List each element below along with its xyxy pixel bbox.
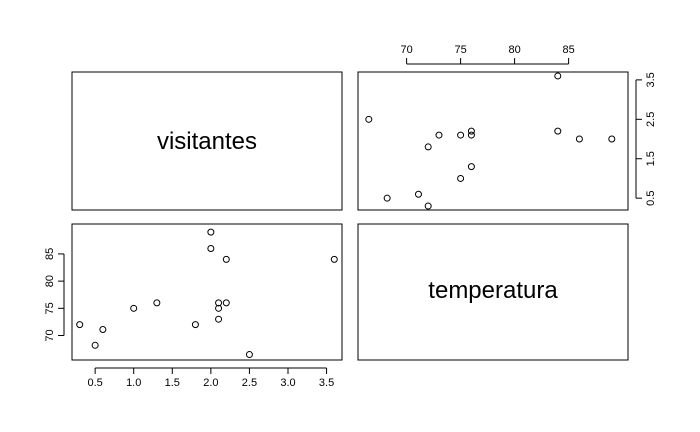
panel-temperatura-vs-visitantes: [357, 71, 629, 211]
data-point: [222, 299, 230, 307]
data-point: [467, 131, 475, 139]
panel-diagonal-temperatura: [357, 223, 629, 361]
diag-label-visitantes: visitantes: [157, 128, 257, 155]
x-tick-label: 2.0: [203, 377, 218, 389]
data-point: [207, 244, 215, 252]
y-tick-label: 1.5: [645, 151, 657, 166]
data-point: [91, 341, 99, 349]
data-point: [215, 299, 223, 307]
generated-marks: 70 75 80 85 0.5 1.5 2.5 3.5 0.5 1.0 1.5 2.0 2.5 3.0 3.…: [44, 44, 657, 389]
data-point: [575, 135, 583, 143]
y-tick-label: 75: [44, 302, 56, 314]
data-point: [153, 299, 161, 307]
data-point: [215, 304, 223, 312]
data-point: [435, 131, 443, 139]
x-tick-label: 0.5: [87, 377, 102, 389]
data-point: [554, 127, 562, 135]
y-tick-label: 80: [44, 275, 56, 287]
data-point: [608, 135, 616, 143]
data-point: [383, 194, 391, 202]
y-tick-label: 3.5: [645, 72, 657, 87]
data-point: [245, 351, 253, 359]
data-point: [424, 202, 432, 210]
diag-label-temperatura: temperatura: [428, 277, 558, 304]
x-tick-label: 2.5: [242, 377, 257, 389]
data-point: [467, 163, 475, 171]
x-tick-label: 70: [400, 44, 412, 56]
x-tick-label: 3.5: [319, 377, 334, 389]
data-point: [554, 72, 562, 80]
data-point: [207, 228, 215, 236]
data-point: [76, 321, 84, 329]
x-tick-label: 80: [508, 44, 520, 56]
data-point: [191, 321, 199, 329]
data-point: [467, 127, 475, 135]
y-tick-label: 70: [44, 329, 56, 341]
y-tick-label: 85: [44, 248, 56, 260]
data-point: [457, 131, 465, 139]
panel-diagonal-visitantes: [71, 71, 343, 211]
data-point: [365, 115, 373, 123]
data-point: [130, 304, 138, 312]
x-tick-label: 1.0: [126, 377, 141, 389]
data-point: [414, 190, 422, 198]
x-tick-label: 85: [562, 44, 574, 56]
x-tick-label: 75: [454, 44, 466, 56]
data-point: [457, 174, 465, 182]
x-tick-label: 3.0: [280, 377, 295, 389]
panel-visitantes-vs-temperatura: [71, 223, 343, 361]
data-point: [330, 255, 338, 263]
data-point: [424, 143, 432, 151]
data-point: [222, 255, 230, 263]
data-point: [99, 326, 107, 334]
y-tick-label: 0.5: [645, 191, 657, 206]
x-tick-label: 1.5: [165, 377, 180, 389]
data-point: [215, 315, 223, 323]
y-tick-label: 2.5: [645, 112, 657, 127]
